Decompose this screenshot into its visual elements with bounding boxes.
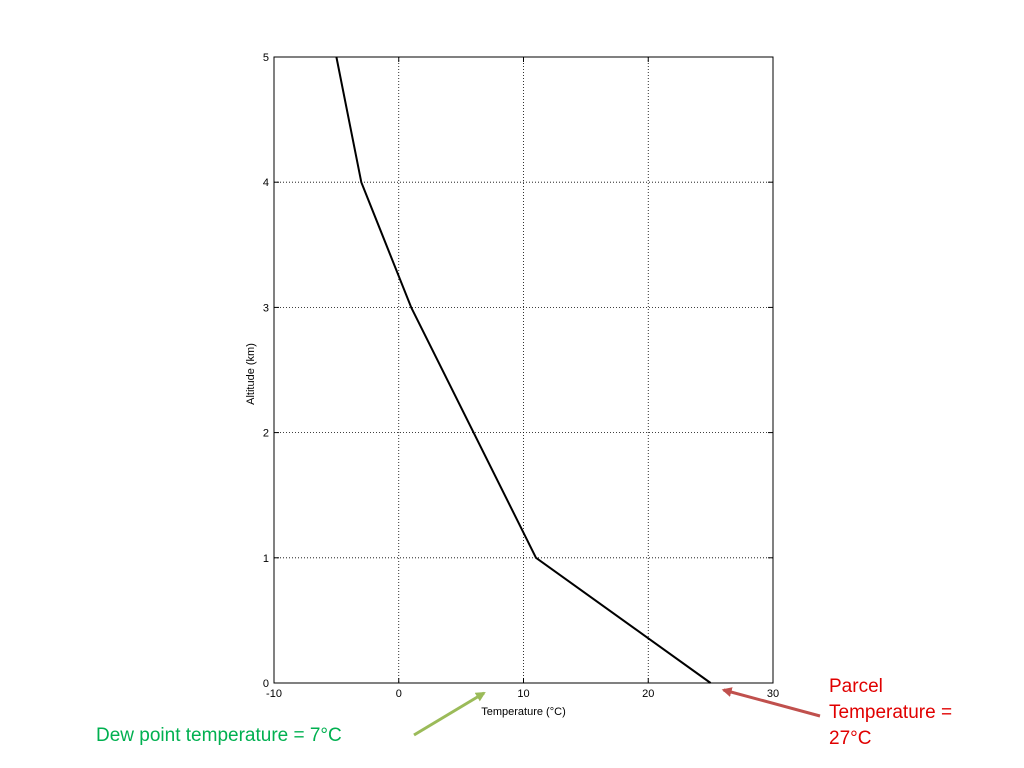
y-axis-label: Altitude (km)	[245, 343, 257, 405]
y-tick-label: 0	[263, 678, 269, 690]
temperature-profile-line	[335, 56, 712, 684]
y-tick-label: 5	[263, 52, 269, 64]
parcel-temperature-arrow	[721, 687, 821, 718]
parcel-annotation-line-1: Parcel	[829, 676, 883, 697]
dew-point-annotation: Dew point temperature = 7°C	[96, 725, 342, 746]
grid-lines	[274, 57, 773, 683]
x-tick-label: 0	[396, 688, 402, 700]
x-tick-label: 20	[642, 688, 654, 700]
parcel-temperature-annotation: Parcel Temperature = 27°C	[829, 674, 952, 752]
y-tick-label: 4	[263, 177, 269, 189]
series-layer	[335, 56, 712, 684]
parcel-annotation-line-3: 27°C	[829, 728, 872, 749]
y-tick-label: 1	[263, 553, 269, 565]
y-tick-label: 3	[263, 302, 269, 314]
x-axis-label: Temperature (°C)	[481, 706, 565, 718]
parcel-annotation-line-2: Temperature =	[829, 702, 953, 723]
x-tick-label: 10	[517, 688, 529, 700]
axis-ticks	[273, 56, 774, 684]
y-tick-label: 2	[263, 428, 269, 440]
x-tick-label: 30	[767, 688, 779, 700]
x-tick-label: -10	[266, 688, 282, 700]
dew-point-arrow	[413, 691, 486, 737]
